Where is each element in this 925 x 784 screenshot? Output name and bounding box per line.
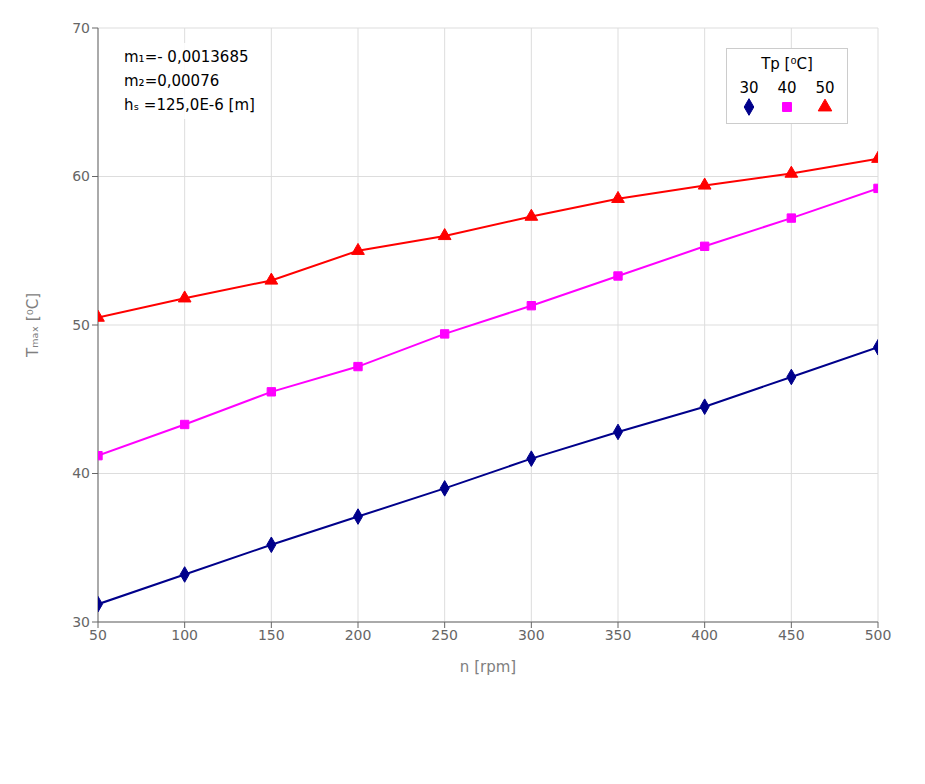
svg-text:150: 150 xyxy=(258,627,285,643)
svg-text:50: 50 xyxy=(72,317,90,333)
html-text:m₂=0,00076: m₂=0,00076 xyxy=(124,72,220,90)
html-text:m₁=- 0,0013685: m₁=- 0,0013685 xyxy=(124,48,249,66)
svg-text:200: 200 xyxy=(345,627,372,643)
svg-text:30: 30 xyxy=(72,614,90,630)
html-text:30: 30 xyxy=(739,79,759,97)
svg-text:40: 40 xyxy=(72,465,90,481)
svg-text:250: 250 xyxy=(431,627,458,643)
svg-text:n [rpm]: n [rpm] xyxy=(460,658,516,676)
html-text:40: 40 xyxy=(777,79,797,97)
svg-text:400: 400 xyxy=(691,627,718,643)
svg-text:450: 450 xyxy=(778,627,805,643)
html-text:50: 50 xyxy=(815,79,835,97)
svg-text:350: 350 xyxy=(605,627,632,643)
svg-text:100: 100 xyxy=(171,627,198,643)
svg-text:60: 60 xyxy=(72,168,90,184)
html-text:hₛ =125,0E-6 [m]: hₛ =125,0E-6 [m] xyxy=(124,96,255,114)
svg-text:500: 500 xyxy=(865,627,892,643)
html-text:Tp [⁰C]: Tp [⁰C] xyxy=(761,55,813,73)
svg-text:70: 70 xyxy=(72,20,90,36)
svg-text:Tₘₐₓ [⁰C]: Tₘₐₓ [⁰C] xyxy=(24,293,42,358)
svg-text:300: 300 xyxy=(518,627,545,643)
svg-text:50: 50 xyxy=(89,627,107,643)
